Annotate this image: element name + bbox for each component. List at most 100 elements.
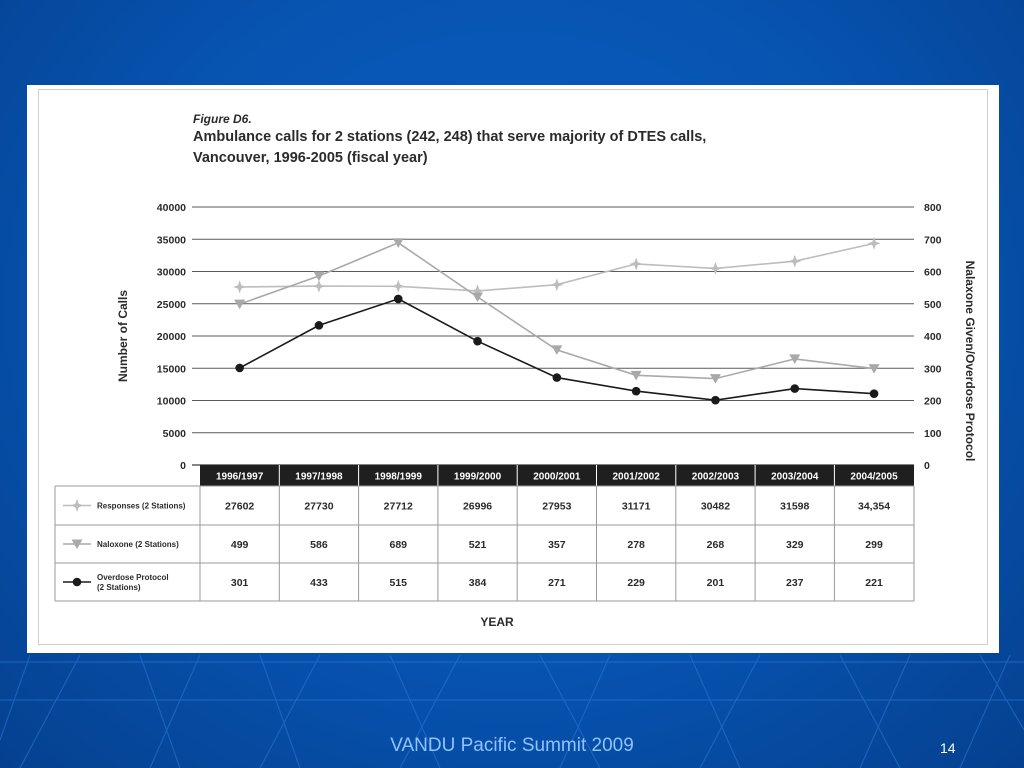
data-label: 34,354 (858, 501, 890, 513)
data-label: 499 (231, 539, 249, 551)
data-point (473, 336, 482, 346)
data-label: 301 (231, 577, 249, 589)
data-label: 201 (707, 577, 725, 589)
x-tick-label: 1997/1998 (295, 472, 343, 483)
y2-tick-label: 800 (924, 202, 942, 214)
y-tick-label: 30000 (157, 267, 186, 279)
data-label: 586 (310, 539, 328, 551)
y2-axis-title: Nalaxone Given/Overdose Protocol (963, 261, 977, 462)
data-label: 27602 (225, 501, 254, 513)
data-label: 26996 (463, 501, 492, 513)
legend-label: Overdose Protocol (97, 573, 169, 582)
figure-frame (38, 89, 988, 645)
x-tick-label: 2000/2001 (533, 472, 581, 483)
data-point (313, 271, 325, 282)
data-label: 31171 (622, 501, 651, 513)
data-point (869, 389, 879, 399)
x-tick-label: 2002/2003 (692, 472, 740, 483)
data-label: 268 (707, 539, 725, 551)
y-tick-label: 20000 (157, 331, 186, 343)
data-point (709, 374, 721, 384)
data-label: 229 (627, 577, 645, 589)
y-tick-label: 10000 (157, 396, 186, 408)
data-point (629, 257, 643, 271)
data-point (233, 280, 247, 294)
y2-tick-label: 400 (924, 331, 942, 343)
data-label: 521 (469, 539, 487, 551)
data-label: 689 (389, 539, 407, 551)
x-tick-label: 1996/1997 (216, 472, 264, 483)
data-label: 384 (469, 577, 487, 589)
slide-number: 14 (940, 740, 956, 756)
data-point (790, 384, 800, 393)
y2-tick-label: 300 (924, 363, 942, 375)
y-tick-label: 25000 (157, 299, 186, 311)
data-label: 30482 (701, 501, 730, 513)
figure-panel: Figure D6. Ambulance calls for 2 station… (27, 85, 999, 653)
x-tick-label: 2003/2004 (771, 472, 819, 483)
data-label: 357 (548, 539, 566, 551)
y-tick-label: 35000 (157, 234, 186, 246)
data-point (708, 261, 722, 275)
data-point (711, 395, 720, 405)
data-label: 237 (786, 577, 804, 589)
y-tick-label: 40000 (157, 202, 186, 214)
legend-label: Naloxone (2 Stations) (97, 540, 179, 549)
legend-marker (71, 539, 83, 549)
data-point (392, 238, 404, 248)
data-point (631, 386, 641, 396)
data-point (868, 364, 880, 374)
figure-label: Figure D6. (193, 112, 252, 126)
y-tick-label: 5000 (163, 428, 187, 440)
x-tick-label: 2001/2002 (613, 472, 661, 483)
data-label: 27712 (384, 501, 413, 513)
data-label: 221 (865, 577, 883, 589)
data-point (788, 254, 802, 268)
data-point (471, 284, 485, 298)
x-tick-label: 1998/1999 (375, 472, 423, 483)
data-point (867, 236, 881, 250)
x-axis-title: YEAR (480, 615, 514, 629)
y2-tick-label: 600 (924, 267, 942, 279)
y2-tick-label: 500 (924, 299, 942, 311)
data-point (789, 354, 801, 364)
y2-tick-label: 700 (924, 234, 942, 246)
data-label: 271 (548, 577, 566, 589)
legend-label: Responses (2 Stations) (97, 502, 186, 511)
data-label: 433 (310, 577, 328, 589)
legend-marker (72, 577, 82, 587)
data-label: 27730 (304, 501, 333, 513)
data-point (630, 370, 642, 381)
data-point (312, 279, 326, 293)
y2-tick-label: 100 (924, 428, 942, 440)
y-tick-label: 0 (180, 460, 186, 472)
data-label: 515 (389, 577, 407, 589)
data-point (391, 279, 405, 293)
data-point (551, 345, 563, 355)
data-point (550, 278, 564, 292)
data-point (552, 373, 562, 382)
data-point (235, 363, 244, 373)
figure-title-line-2: Vancouver, 1996-2005 (fiscal year) (193, 150, 428, 166)
data-point (472, 292, 484, 302)
y-axis-title: Number of Calls (116, 290, 130, 382)
data-label: 27953 (542, 501, 571, 513)
y2-tick-label: 200 (924, 396, 942, 408)
y2-tick-label: 0 (924, 460, 930, 472)
data-point (393, 294, 403, 304)
figure-heading: Figure D6. Ambulance calls for 2 station… (193, 111, 706, 169)
x-tick-label: 1999/2000 (454, 472, 502, 483)
y-tick-label: 15000 (157, 363, 186, 375)
data-label: 31598 (780, 501, 809, 513)
data-label: 299 (865, 539, 883, 551)
legend-label: (2 Stations) (97, 583, 141, 592)
data-point (314, 321, 324, 330)
data-point (234, 299, 246, 310)
data-label: 278 (627, 539, 645, 551)
legend-marker (70, 499, 84, 512)
x-tick-label: 2004/2005 (850, 472, 898, 483)
table-header-background (200, 465, 914, 486)
slide-footer: VANDU Pacific Summit 2009 (390, 735, 634, 756)
